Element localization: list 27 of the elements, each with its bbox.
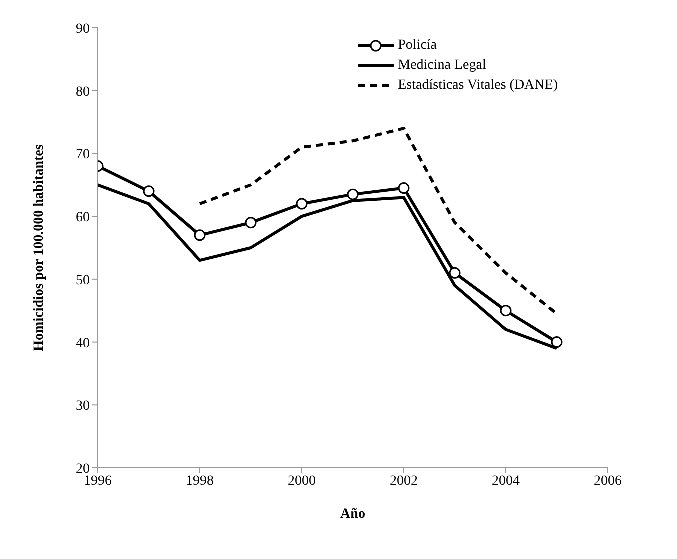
y-axis-title: Homicidios por 100.000 habitantes xyxy=(32,144,47,352)
legend-label: Policía xyxy=(398,38,438,54)
legend-label: Medicina Legal xyxy=(398,58,486,74)
y-tick-label: 50 xyxy=(76,273,90,288)
x-tick-label: 1998 xyxy=(186,474,214,489)
point xyxy=(296,198,308,210)
point xyxy=(500,305,512,317)
point xyxy=(347,188,359,200)
x-tick-label: 2006 xyxy=(594,474,622,489)
line-series xyxy=(198,127,558,316)
x-tick-label: 2000 xyxy=(288,474,316,489)
point xyxy=(194,230,206,242)
x-tick-label: 2004 xyxy=(492,474,520,489)
y-tick-label: 70 xyxy=(76,148,90,163)
legend-label: Estadísticas Vitales (DANE) xyxy=(398,78,558,94)
x-axis-title: Año xyxy=(340,507,366,522)
y-tick-label: 30 xyxy=(76,399,90,414)
y-tick-label: 80 xyxy=(76,84,90,100)
x-tick-label: 2002 xyxy=(390,474,418,489)
point xyxy=(551,336,563,348)
y-tick-label: 60 xyxy=(76,210,90,226)
y-tick-label: 40 xyxy=(76,336,90,352)
y-tick-label: 90 xyxy=(76,22,90,37)
point xyxy=(398,182,410,194)
point xyxy=(143,186,155,198)
point xyxy=(449,267,461,279)
point xyxy=(245,217,257,229)
